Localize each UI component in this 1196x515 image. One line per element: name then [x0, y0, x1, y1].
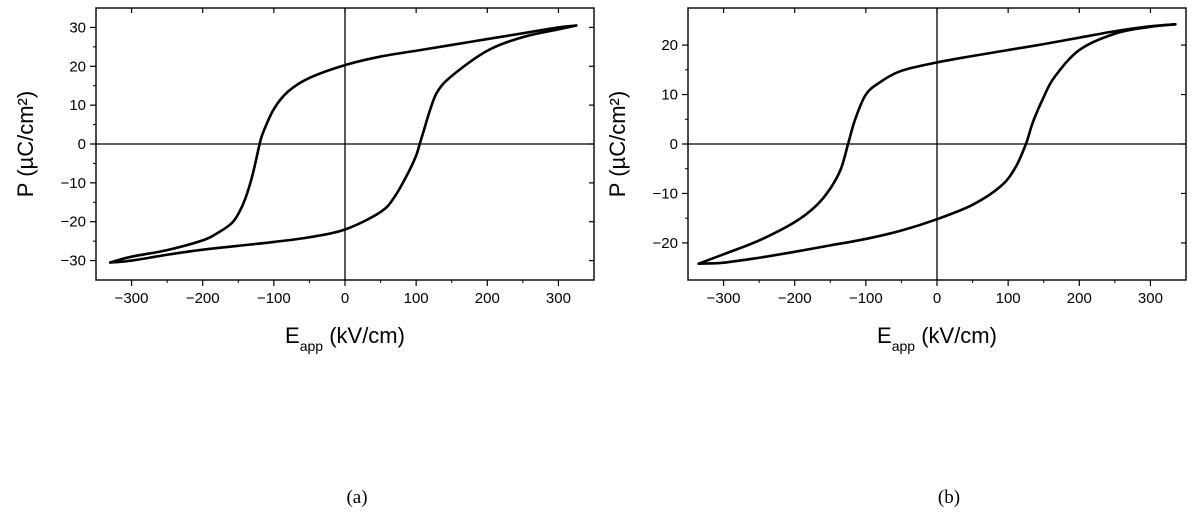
y-tick-label-a: 20 — [69, 58, 86, 75]
panel-a: −300 −200 −100 0 100 200 300−30−20−100102030Ea… — [13, 7, 595, 508]
x-tick-label-b: 100 — [996, 290, 1021, 307]
y-axis-title-b: P (µC/cm²) — [605, 91, 630, 197]
x-tick-label-a: 100 — [404, 290, 429, 307]
y-tick-label-a: 30 — [69, 19, 86, 36]
y-tick-label-a: −10 — [61, 175, 86, 192]
x-tick-label-a: −300 — [115, 290, 149, 307]
x-tick-label-a: 300 — [546, 290, 571, 307]
x-tick-label-b: −200 — [778, 290, 812, 307]
panel-caption-a: (a) — [346, 487, 367, 508]
y-tick-label-b: 0 — [670, 136, 678, 153]
y-tick-label-b: 10 — [661, 87, 678, 104]
y-tick-label-a: −30 — [61, 253, 86, 270]
x-tick-label-a: −100 — [257, 290, 291, 307]
hysteresis-descending-branch-a — [108, 24, 578, 264]
x-tick-label-b: 200 — [1067, 290, 1092, 307]
x-tick-label-b: 0 — [933, 290, 941, 307]
x-axis-title-a: Eapp (kV/cm) — [285, 323, 405, 354]
x-tick-label-a: 200 — [475, 290, 500, 307]
y-axis-title-a: P (µC/cm²) — [13, 91, 38, 197]
x-tick-label-b: −300 — [707, 290, 741, 307]
x-tick-label-a: 0 — [341, 290, 349, 307]
y-tick-label-a: 0 — [78, 136, 86, 153]
x-tick-label-a: −200 — [186, 290, 220, 307]
x-tick-label-b: −100 — [849, 290, 883, 307]
y-tick-label-b: −10 — [653, 185, 678, 202]
y-tick-label-a: −20 — [61, 214, 86, 231]
x-axis-title-b: Eapp (kV/cm) — [877, 323, 997, 354]
panel-caption-b: (b) — [938, 487, 960, 508]
hysteresis-descending-branch-b — [697, 23, 1177, 265]
y-tick-label-b: −20 — [653, 235, 678, 252]
x-tick-label-b: 300 — [1138, 290, 1163, 307]
hysteresis-ascending-branch-a — [108, 24, 578, 264]
y-tick-label-a: 10 — [69, 97, 86, 114]
hysteresis-ascending-branch-b — [697, 23, 1177, 265]
y-tick-label-b: 20 — [661, 37, 678, 54]
